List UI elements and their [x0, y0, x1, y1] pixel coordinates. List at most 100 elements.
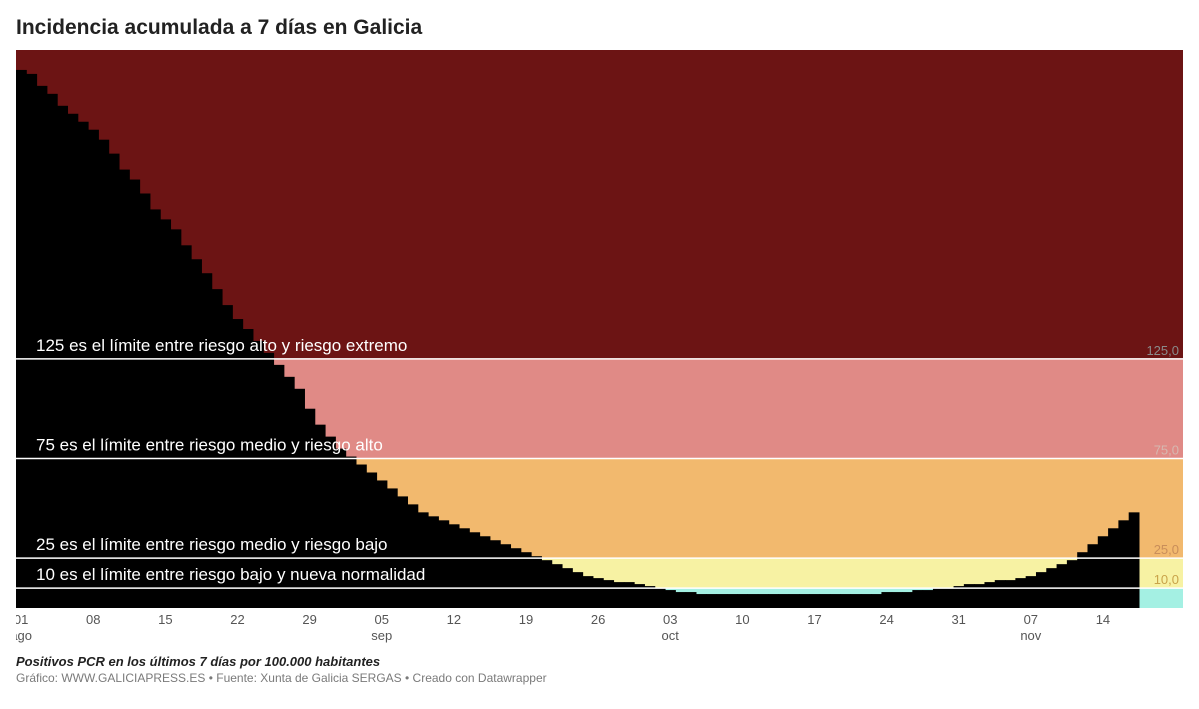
data-bar: [1057, 564, 1068, 608]
data-bar: [1118, 520, 1129, 608]
data-bar: [1098, 536, 1109, 608]
x-tick-sublabel: ago: [16, 628, 32, 643]
data-bar: [809, 594, 820, 608]
data-bar: [346, 457, 357, 608]
data-bar: [881, 592, 892, 608]
data-bar: [995, 580, 1006, 608]
data-bar: [438, 520, 449, 608]
data-bar: [614, 582, 625, 608]
data-bar: [768, 594, 779, 608]
threshold-annotation: 75 es el límite entre riesgo medio y rie…: [36, 436, 383, 455]
x-tick-sublabel: oct: [662, 628, 680, 643]
data-bar: [583, 576, 594, 608]
chart-subtitle: Positivos PCR en los últimos 7 días por …: [16, 654, 1183, 669]
chart-credits: Gráfico: WWW.GALICIAPRESS.ES • Fuente: X…: [16, 671, 1183, 685]
data-bar: [57, 106, 68, 608]
data-bar: [696, 594, 707, 608]
data-bar: [851, 594, 862, 608]
data-bar: [511, 548, 522, 608]
x-tick-label: 22: [230, 612, 244, 627]
data-bar: [335, 449, 346, 608]
x-tick-label: 17: [807, 612, 821, 627]
x-tick-label: 05: [375, 612, 389, 627]
data-bar: [644, 586, 655, 608]
data-bar: [655, 588, 666, 608]
x-tick-sublabel: sep: [371, 628, 392, 643]
threshold-value-label: 25,0: [1154, 542, 1179, 557]
data-bar: [943, 588, 954, 608]
data-bar: [933, 588, 944, 608]
data-bar: [428, 516, 439, 608]
data-bar: [490, 540, 501, 608]
data-bar: [531, 556, 542, 608]
data-bar: [500, 544, 511, 608]
x-tick-label: 10: [735, 612, 749, 627]
x-tick-label: 26: [591, 612, 605, 627]
data-bar: [480, 536, 491, 608]
data-bar: [954, 586, 965, 608]
data-bar: [923, 590, 934, 608]
data-bar: [1129, 512, 1140, 608]
data-bar: [840, 594, 851, 608]
x-tick-sublabel: nov: [1020, 628, 1041, 643]
x-tick-label: 24: [879, 612, 893, 627]
data-bar: [1067, 560, 1078, 608]
data-bar: [572, 572, 583, 608]
x-tick-label: 29: [302, 612, 316, 627]
data-bar: [459, 528, 470, 608]
data-bar: [624, 582, 635, 608]
x-tick-label: 07: [1024, 612, 1038, 627]
data-bar: [593, 578, 604, 608]
data-bar: [68, 114, 79, 608]
data-bar: [1077, 552, 1088, 608]
data-bar: [892, 592, 903, 608]
data-bar: [747, 594, 758, 608]
x-tick-label: 12: [447, 612, 461, 627]
x-tick-label: 03: [663, 612, 677, 627]
data-bar: [1108, 528, 1119, 608]
data-bar: [737, 594, 748, 608]
data-bar: [408, 504, 419, 608]
data-bar: [820, 594, 831, 608]
data-bar: [861, 594, 872, 608]
chart-container: Incidencia acumulada a 7 días en Galicia…: [16, 16, 1183, 685]
data-bar: [191, 259, 202, 608]
x-tick-label: 14: [1096, 612, 1110, 627]
data-bar: [871, 594, 882, 608]
threshold-value-label: 125,0: [1146, 343, 1179, 358]
data-bar: [418, 512, 429, 608]
data-bar: [1015, 578, 1026, 608]
data-bar: [1036, 572, 1047, 608]
chart-plot-area: 10,010 es el límite entre riesgo bajo y …: [16, 50, 1183, 646]
data-bar: [541, 560, 552, 608]
chart-svg: 10,010 es el límite entre riesgo bajo y …: [16, 50, 1183, 646]
data-bar: [16, 70, 27, 608]
data-bar: [387, 488, 398, 608]
threshold-value-label: 75,0: [1154, 443, 1179, 458]
data-bar: [799, 594, 810, 608]
x-tick-label: 15: [158, 612, 172, 627]
data-bar: [675, 592, 686, 608]
data-bar: [665, 590, 676, 608]
threshold-annotation: 10 es el límite entre riesgo bajo y nuev…: [36, 565, 425, 584]
data-bar: [902, 592, 913, 608]
data-bar: [706, 594, 717, 608]
data-bar: [1005, 580, 1016, 608]
data-bar: [727, 594, 738, 608]
data-bar: [521, 552, 532, 608]
data-bar: [552, 564, 563, 608]
x-tick-label: 01: [16, 612, 28, 627]
data-bar: [758, 594, 769, 608]
chart-title: Incidencia acumulada a 7 días en Galicia: [16, 16, 1183, 40]
data-bar: [603, 580, 614, 608]
x-tick-label: 31: [951, 612, 965, 627]
data-bar: [789, 594, 800, 608]
data-bar: [717, 594, 728, 608]
data-bar: [1087, 544, 1098, 608]
data-bar: [469, 532, 480, 608]
x-tick-label: 08: [86, 612, 100, 627]
data-bar: [984, 582, 995, 608]
x-tick-label: 19: [519, 612, 533, 627]
data-bar: [449, 524, 460, 608]
data-bar: [778, 594, 789, 608]
